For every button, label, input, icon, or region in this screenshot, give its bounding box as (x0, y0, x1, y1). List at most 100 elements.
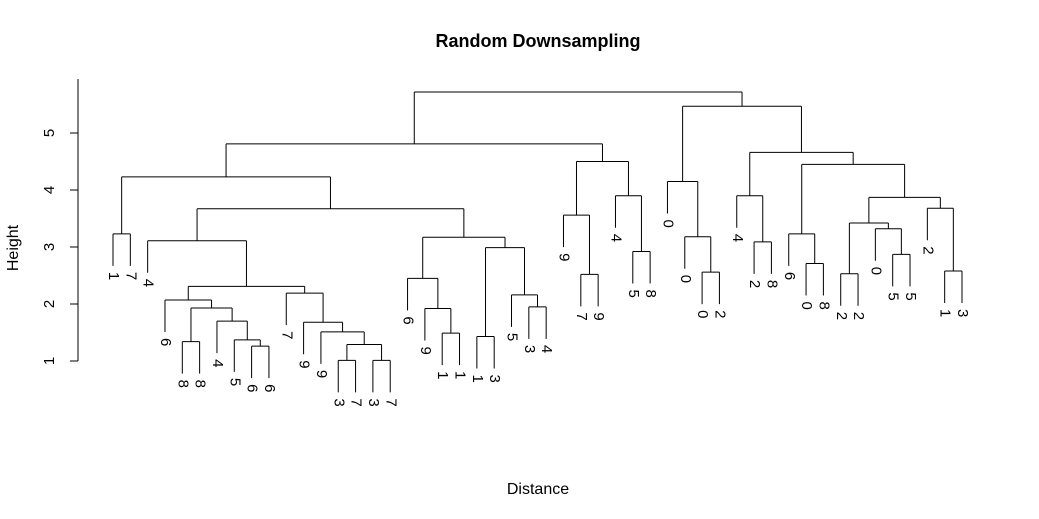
dendrogram-branch-39 (801, 163, 906, 234)
leaf-label-23: 5 (504, 333, 521, 341)
y-tick-label-3: 3 (41, 243, 58, 251)
leaf-label-17: 6 (400, 316, 417, 324)
leaf-label-20: 1 (452, 371, 469, 379)
leaf-label-12: 9 (313, 370, 330, 378)
chart-title: Random Downsampling (435, 31, 640, 51)
y-tick-label-5: 5 (41, 129, 58, 137)
dendrogram-branch-4 (196, 208, 465, 241)
leaf-label-38: 8 (763, 280, 780, 288)
leaf-label-4: 8 (174, 380, 191, 388)
dendrogram-branch-38 (753, 241, 772, 274)
dendrogram-branch-24 (476, 335, 495, 369)
dendrogram-branch-23 (485, 247, 526, 337)
leaf-label-21: 1 (469, 374, 486, 382)
dendrogram-branch-48 (944, 270, 963, 303)
dendrogram-branch-42 (868, 196, 941, 224)
dendrogram-branch-35 (701, 271, 720, 305)
leaf-label-26: 9 (556, 253, 573, 261)
leaf-label-0: 1 (105, 272, 122, 280)
leaf-label-5: 8 (192, 380, 209, 388)
leaf-label-46: 5 (902, 292, 919, 300)
leaf-label-49: 3 (954, 309, 971, 317)
dendrogram-branch-3 (112, 233, 131, 266)
leaf-label-30: 5 (625, 290, 642, 298)
dendrogram-branch-37 (736, 195, 764, 242)
dendrogram-branch-15 (320, 331, 365, 364)
leaf-label-2: 4 (140, 279, 157, 287)
dendrogram-branch-43 (848, 222, 889, 274)
dendrogram-branch-7 (164, 299, 213, 333)
dendrogram-branch-12 (251, 345, 270, 379)
dendrogram-branches (112, 91, 963, 393)
dendrogram-branch-32 (682, 105, 802, 182)
dendrogram-branch-21 (424, 308, 452, 341)
leaf-label-37: 2 (746, 280, 763, 288)
leaf-label-28: 9 (590, 312, 607, 320)
dendrogram-branch-41 (805, 263, 824, 296)
dendrogram-branch-40 (788, 233, 816, 266)
y-tick-label-1: 1 (41, 357, 58, 365)
dendrogram-branch-30 (614, 195, 642, 252)
leaf-label-45: 5 (885, 292, 902, 300)
y-axis: 1 2 3 4 5 (41, 79, 79, 365)
y-tick-label-4: 4 (41, 186, 58, 194)
dendrogram-branch-29 (580, 273, 599, 307)
dendrogram-branch-36 (749, 151, 854, 196)
dendrogram-branch-0 (413, 91, 743, 144)
leaf-label-24: 3 (521, 345, 538, 353)
leaf-label-32: 0 (659, 219, 676, 227)
leaf-label-36: 4 (729, 234, 746, 242)
dendrogram-branch-5 (147, 240, 247, 287)
leaf-label-7: 5 (226, 378, 243, 386)
leaf-label-11: 9 (296, 360, 313, 368)
dendrogram-branch-16 (346, 343, 383, 361)
leaf-label-14: 7 (348, 398, 365, 406)
dendrogram-branch-11 (233, 339, 261, 372)
leaf-label-34: 0 (694, 310, 711, 318)
dendrogram-branch-10 (216, 320, 248, 354)
dendrogram-branch-26 (528, 306, 547, 339)
leaf-label-44: 0 (867, 267, 884, 275)
leaf-label-8: 6 (244, 384, 261, 392)
leaf-label-22: 3 (486, 374, 503, 382)
leaf-label-15: 3 (365, 398, 382, 406)
leaf-label-39: 6 (781, 272, 798, 280)
leaf-label-41: 8 (815, 302, 832, 310)
leaf-label-29: 4 (608, 234, 625, 242)
leaf-label-40: 0 (798, 302, 815, 310)
leaf-label-3: 6 (157, 338, 174, 346)
leaf-label-43: 2 (850, 312, 867, 320)
leaf-label-10: 7 (278, 331, 295, 339)
dendrogram-branch-19 (422, 236, 506, 279)
leaf-label-9: 6 (261, 384, 278, 392)
dendrogram-branch-47 (926, 207, 954, 271)
dendrogram-branch-13 (285, 292, 324, 326)
dendrogram-branch-22 (441, 332, 461, 366)
dendrogram-branch-9 (181, 341, 201, 374)
dendrogram-branch-25 (511, 294, 538, 327)
dendrogram-branch-8 (190, 307, 233, 342)
dendrogram-branch-28 (562, 214, 590, 275)
y-tick-label-2: 2 (41, 300, 58, 308)
dendrogram-branch-17 (337, 359, 357, 393)
leaf-label-31: 8 (642, 290, 659, 298)
dendrogram-branch-44 (840, 273, 859, 306)
dendrogram-branch-46 (892, 253, 911, 287)
dendrogram-branch-18 (372, 359, 391, 393)
dendrogram-branch-33 (666, 180, 699, 237)
dendrogram-branch-2 (121, 176, 331, 234)
leaf-label-1: 7 (122, 272, 139, 280)
leaf-label-33: 0 (677, 275, 694, 283)
x-axis-label: Distance (507, 481, 569, 498)
leaf-label-48: 1 (937, 309, 954, 317)
leaf-label-13: 3 (330, 398, 347, 406)
y-axis-label: Height (5, 224, 22, 271)
dendrogram-branch-27 (575, 161, 629, 216)
leaf-label-42: 2 (833, 312, 850, 320)
dendrogram-branch-34 (684, 236, 712, 273)
dendrogram-branch-45 (874, 228, 902, 261)
leaf-label-47: 2 (919, 246, 936, 254)
dendrogram-branch-20 (407, 277, 439, 311)
